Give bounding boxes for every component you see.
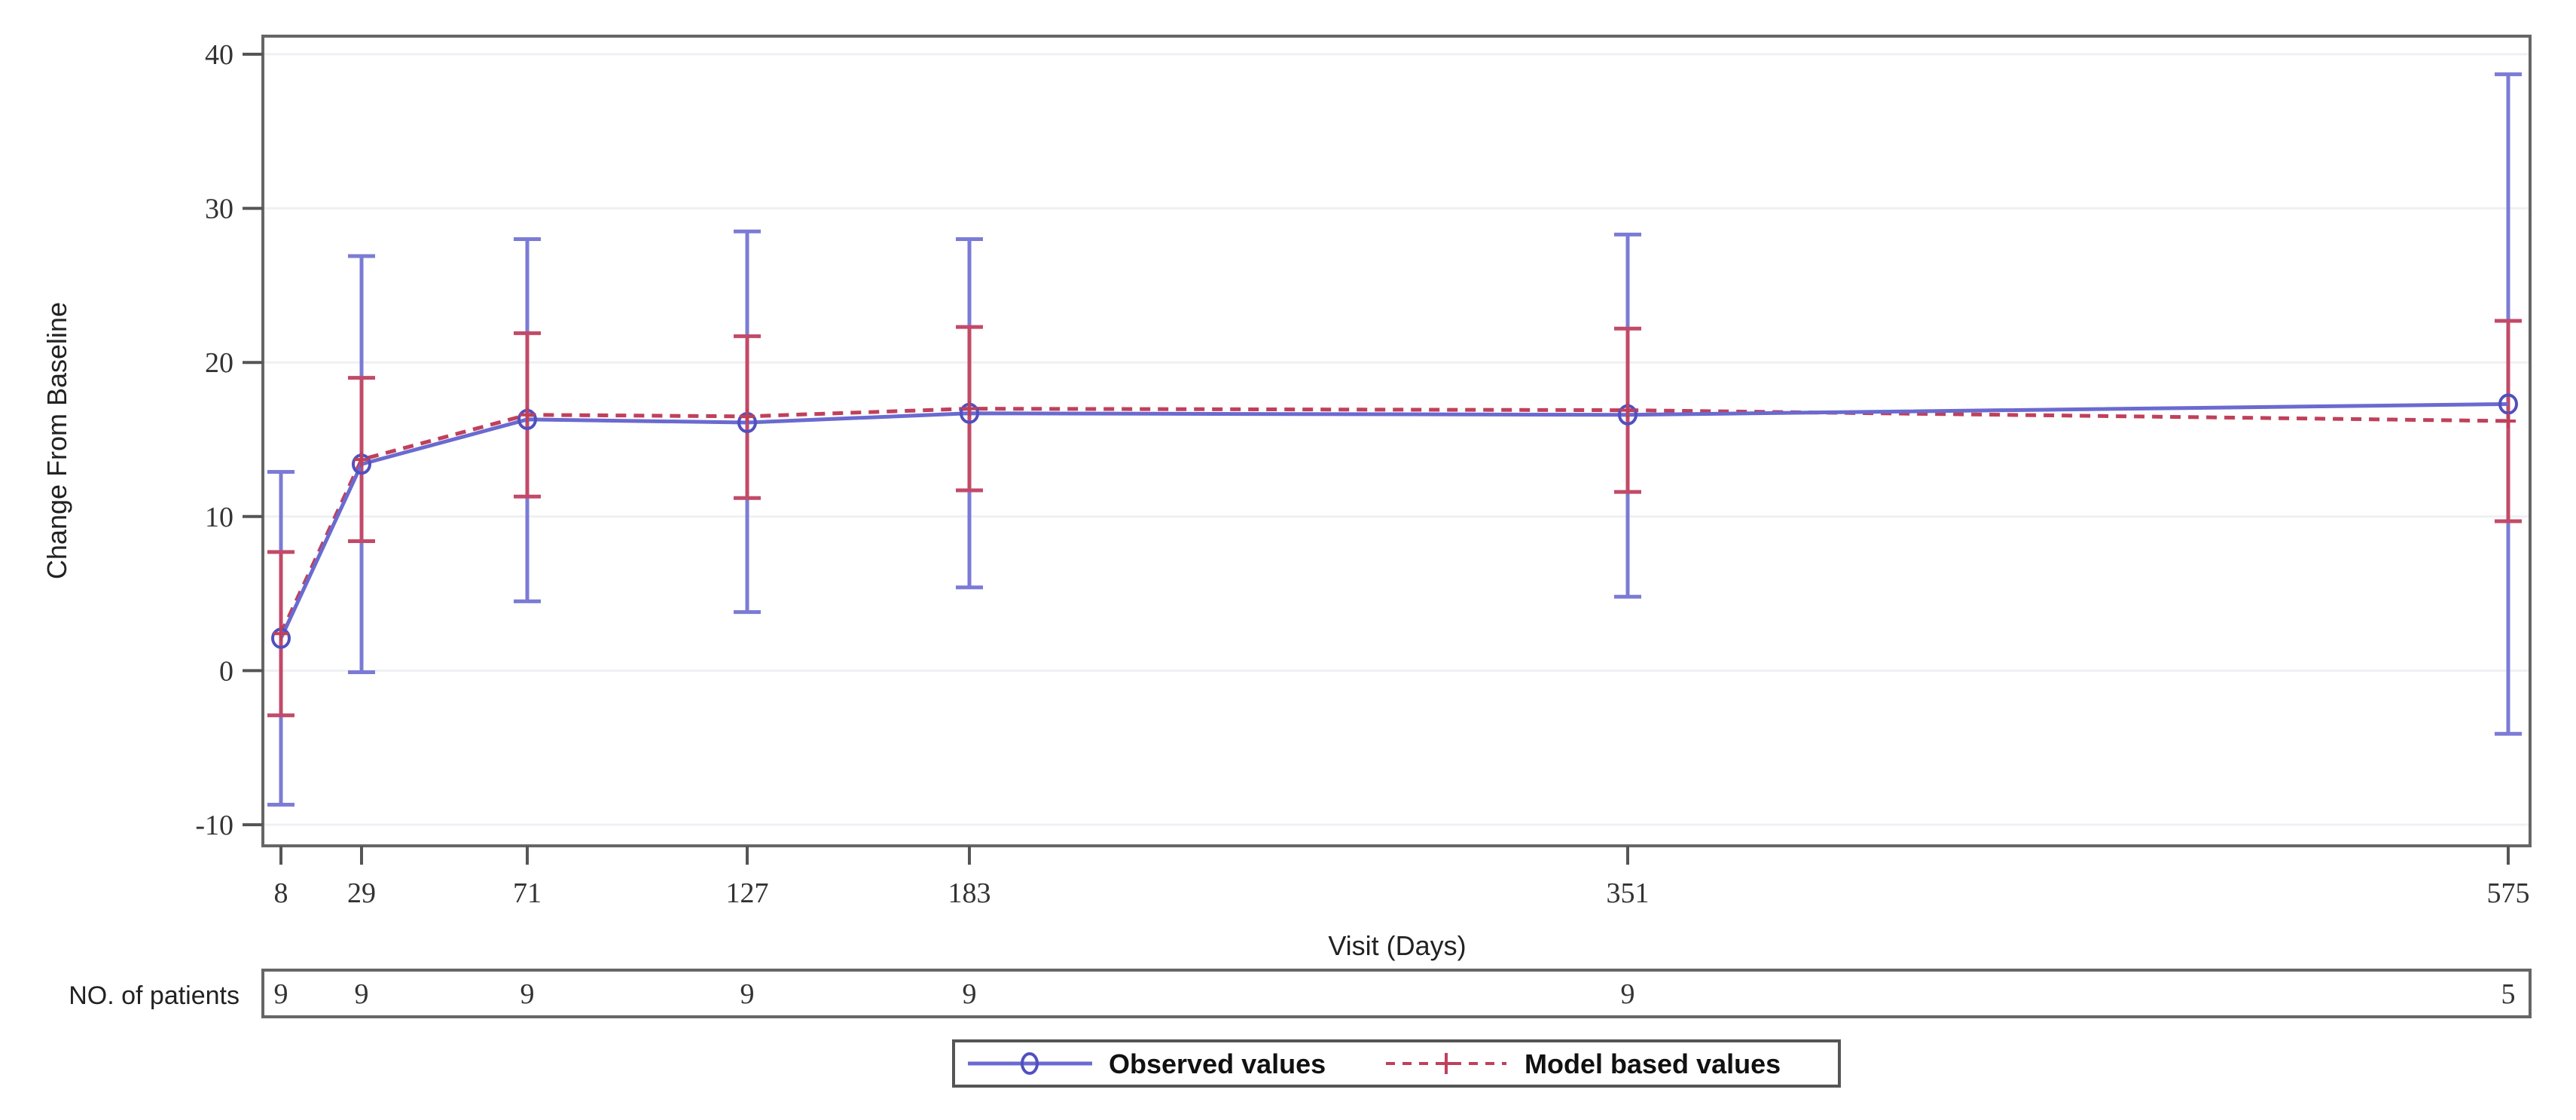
y-tick-label: 20	[205, 347, 233, 379]
x-tick-label: 71	[513, 877, 542, 909]
legend-model: Model based values	[1525, 1048, 1781, 1079]
risk-count: 9	[1621, 978, 1635, 1010]
risk-table-box	[261, 969, 2532, 1018]
x-tick-label: 183	[948, 877, 991, 909]
series-layer	[267, 72, 2522, 807]
grid-lines	[264, 53, 2529, 826]
circle-marker-icon	[1021, 1052, 1039, 1075]
observed-line	[279, 401, 2509, 639]
y-tick-label: 40	[205, 39, 233, 71]
risk-count: 9	[274, 978, 288, 1010]
y-tick-label: 30	[205, 194, 233, 225]
risk-count: 9	[740, 978, 755, 1010]
x-tick-label: 351	[1607, 877, 1650, 909]
y-tick-label: -10	[195, 810, 233, 841]
legend: Observed values Model based values	[952, 1039, 1841, 1088]
error-bars-model	[267, 319, 2522, 718]
observed-point	[2498, 393, 2518, 415]
plus-marker-icon	[1436, 1053, 1457, 1074]
y-axis: -10 0 10 20 30 40	[195, 39, 263, 841]
x-tick-label: 29	[347, 877, 376, 909]
x-axis: 8 29 71 127 183 351 575	[274, 846, 2530, 909]
risk-table: 9 9 9 9 9 9 5	[274, 978, 2516, 1010]
risk-count: 5	[2501, 978, 2516, 1010]
risk-count: 9	[355, 978, 369, 1010]
x-tick-label: 8	[274, 877, 288, 909]
model-point	[354, 452, 369, 468]
risk-count: 9	[963, 978, 977, 1010]
model-point	[740, 408, 755, 424]
y-tick-label: 0	[219, 655, 233, 687]
x-tick-label: 575	[2487, 877, 2530, 909]
error-bars-observed	[267, 72, 2522, 807]
legend-observed: Observed values	[1109, 1048, 1326, 1079]
model-point	[1620, 402, 1635, 418]
model-point	[520, 407, 535, 423]
x-tick-label: 127	[726, 877, 769, 909]
model-point	[962, 401, 977, 417]
risk-count: 9	[520, 978, 535, 1010]
model-point	[2501, 413, 2516, 429]
y-axis-label: Change From Baseline	[41, 302, 72, 579]
y-tick-label: 10	[205, 502, 233, 533]
x-axis-label: Visit (Days)	[1328, 930, 1466, 961]
model-line	[279, 407, 2509, 635]
risk-table-label: NO. of patients	[69, 981, 240, 1010]
plot-area	[261, 35, 2532, 847]
model-point	[273, 626, 288, 642]
